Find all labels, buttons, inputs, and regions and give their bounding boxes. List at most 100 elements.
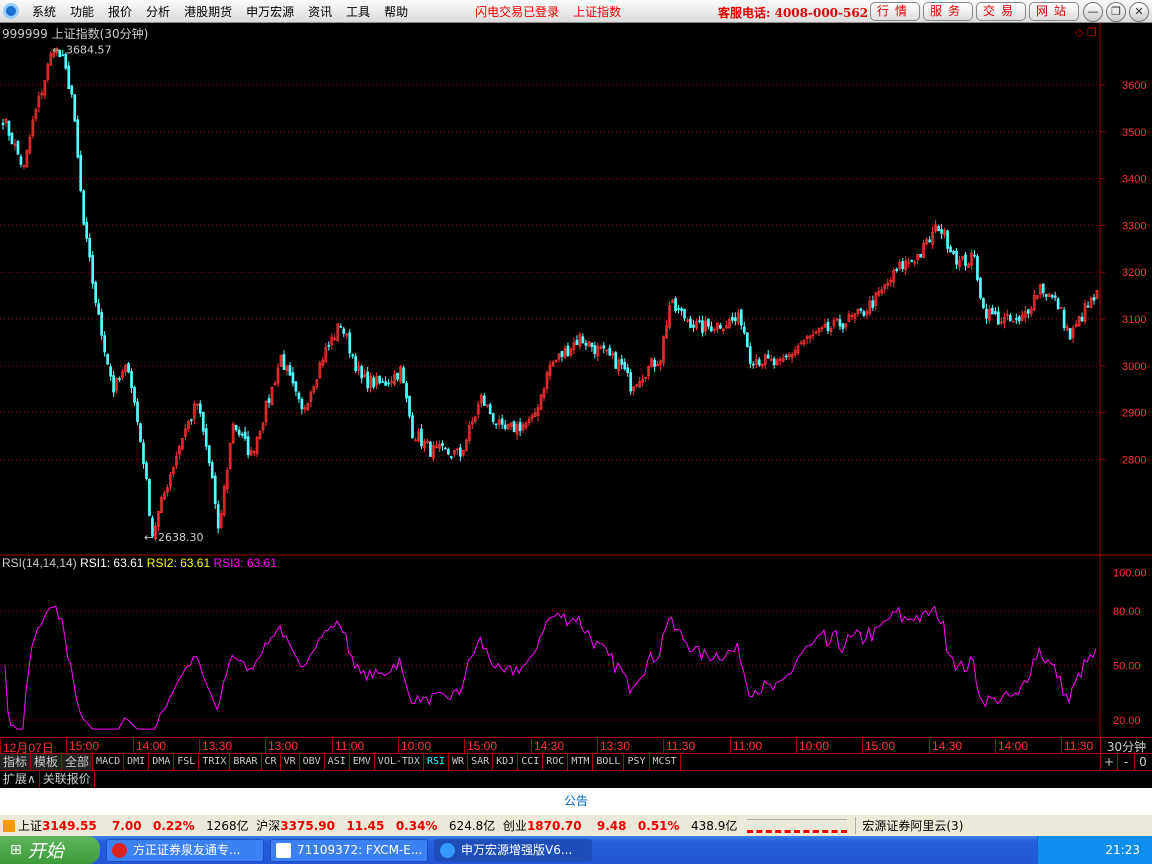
candle xyxy=(650,358,653,368)
indicator-tab-cr[interactable]: CR xyxy=(262,754,281,770)
indicator-tab-dma[interactable]: DMA xyxy=(149,754,175,770)
time-label: 15:00 xyxy=(66,739,99,753)
candle xyxy=(100,311,103,336)
candle xyxy=(1068,328,1072,340)
task-founder[interactable]: 方正证券泉友通专... xyxy=(106,838,264,862)
zoom-reset-button[interactable]: 0 xyxy=(1134,754,1151,770)
candle xyxy=(321,359,325,366)
candle xyxy=(713,328,716,331)
menu-analysis[interactable]: 分析 xyxy=(146,4,171,19)
indicator-tab-模板[interactable]: 模板 xyxy=(31,754,63,770)
task-swhy[interactable]: 申万宏源增强版V6... xyxy=(434,838,592,862)
indicator-tab-trix[interactable]: TRIX xyxy=(199,754,231,770)
time-label: 12月07日 xyxy=(0,739,54,756)
indicator-tab-emv[interactable]: EMV xyxy=(350,754,375,770)
candle xyxy=(441,443,444,446)
candle xyxy=(1092,297,1096,301)
candle xyxy=(725,325,728,329)
candle xyxy=(381,381,384,383)
indicator-tab-psy[interactable]: PSY xyxy=(624,754,650,770)
price-tick-label: 3600 xyxy=(1122,80,1146,92)
candle xyxy=(695,321,698,328)
menu-help[interactable]: 帮助 xyxy=(384,4,409,19)
indicator-tab-macd[interactable]: MACD xyxy=(93,754,125,770)
price-tick-label: 3400 xyxy=(1122,174,1146,186)
candle xyxy=(632,386,636,391)
task-label: 方正证券泉友通专... xyxy=(133,842,241,857)
task-fxcm[interactable]: 71109372: FXCM-E... xyxy=(270,838,428,862)
menu-system[interactable]: 系统 xyxy=(32,4,57,19)
candle xyxy=(784,355,788,358)
indicator-tab-asi[interactable]: ASI xyxy=(325,754,350,770)
indicator-tab-cci[interactable]: CCI xyxy=(518,754,544,770)
zoom-in-button[interactable]: + xyxy=(1100,754,1117,770)
menu-hk-futures[interactable]: 港股期货 xyxy=(184,4,233,19)
candle xyxy=(342,328,346,334)
candle xyxy=(569,348,573,356)
candle xyxy=(979,277,982,299)
candle xyxy=(273,382,277,385)
menu-tools[interactable]: 工具 xyxy=(346,4,371,19)
menu-function[interactable]: 功能 xyxy=(70,4,95,19)
indicator-tab-rsi[interactable]: RSI xyxy=(424,754,450,770)
start-button[interactable]: ⊞ 开始 xyxy=(0,836,100,864)
indicator-tab-vr[interactable]: VR xyxy=(281,754,300,770)
notice-link[interactable]: 公告 xyxy=(0,788,1152,815)
menu-news[interactable]: 资讯 xyxy=(308,4,333,19)
candle xyxy=(127,363,130,373)
candle xyxy=(438,444,441,449)
indicator-tab-dmi[interactable]: DMI xyxy=(124,754,150,770)
indicator-tab-vol-tdx[interactable]: VOL-TDX xyxy=(375,754,424,770)
server-name[interactable]: 宏源证券阿里云(3) xyxy=(855,817,963,834)
service-button[interactable]: 服务 xyxy=(923,2,973,21)
trade-button[interactable]: 交易 xyxy=(976,2,1026,21)
menu-quote[interactable]: 报价 xyxy=(108,4,133,19)
candle xyxy=(408,395,411,417)
indicator-tab-boll[interactable]: BOLL xyxy=(593,754,625,770)
related-quote-tab[interactable]: 关联报价 xyxy=(39,771,95,788)
candle xyxy=(91,254,95,284)
indicator-tab-mtm[interactable]: MTM xyxy=(568,754,594,770)
indicator-tab-brar[interactable]: BRAR xyxy=(230,754,262,770)
restore-icon[interactable]: ❐ xyxy=(1106,2,1126,22)
market-button[interactable]: 行情 xyxy=(870,2,920,21)
indicator-tab-mcst[interactable]: MCST xyxy=(650,754,681,770)
candle xyxy=(25,149,29,168)
candle xyxy=(195,403,199,406)
candle xyxy=(925,239,928,245)
candle xyxy=(485,404,489,407)
indicator-tab-obv[interactable]: OBV xyxy=(300,754,325,770)
chart-canvas[interactable]: 3600 3500 3400 3300 3200 3100 3000 2900 2800 ◇ ❐ ← 3… xyxy=(0,23,1152,737)
time-axis: 12月07日 15:00 14:00 13:30 13:00 11:00 10:00 15:0… xyxy=(0,737,1152,756)
status-bar: 上证 3149.55 7.00 0.22% 1268亿 沪深 3375.90 11.… xyxy=(0,815,1152,836)
candle xyxy=(435,445,438,449)
candle xyxy=(55,48,59,54)
candle xyxy=(169,474,172,487)
candle xyxy=(1095,290,1099,300)
period-selector[interactable]: 30分钟 xyxy=(1100,738,1152,754)
rsi-tick-label: 50.00 xyxy=(1113,661,1141,673)
kline-chart[interactable]: 3600 3500 3400 3300 3200 3100 3000 2900 2800 ◇ ❐ ← 3… xyxy=(0,23,1152,737)
indicator-tab-fsl[interactable]: FSL xyxy=(174,754,200,770)
candle xyxy=(94,281,98,303)
close-icon[interactable]: ✕ xyxy=(1129,2,1149,22)
flash-trade-status[interactable]: 闪电交易已登录 xyxy=(475,4,560,19)
candle xyxy=(991,307,994,315)
candle xyxy=(249,449,253,456)
indicator-tab-roc[interactable]: ROC xyxy=(543,754,569,770)
indicator-tab-kdj[interactable]: KDJ xyxy=(493,754,519,770)
candle xyxy=(748,346,752,364)
indicator-tab-指标[interactable]: 指标 xyxy=(0,754,32,770)
candle xyxy=(988,308,991,321)
website-button[interactable]: 网站 xyxy=(1029,2,1079,21)
expand-tab[interactable]: 扩展∧ xyxy=(0,771,40,788)
minimize-icon[interactable]: — xyxy=(1083,2,1103,22)
candle xyxy=(500,418,504,425)
candle xyxy=(288,365,292,376)
indicator-tab-sar[interactable]: SAR xyxy=(468,754,494,770)
indicator-tab-wr[interactable]: WR xyxy=(449,754,469,770)
menu-swhy[interactable]: 申万宏源 xyxy=(246,4,295,19)
indicator-tab-全部[interactable]: 全部 xyxy=(62,754,94,770)
candle xyxy=(294,381,298,392)
zoom-out-button[interactable]: - xyxy=(1117,754,1134,770)
